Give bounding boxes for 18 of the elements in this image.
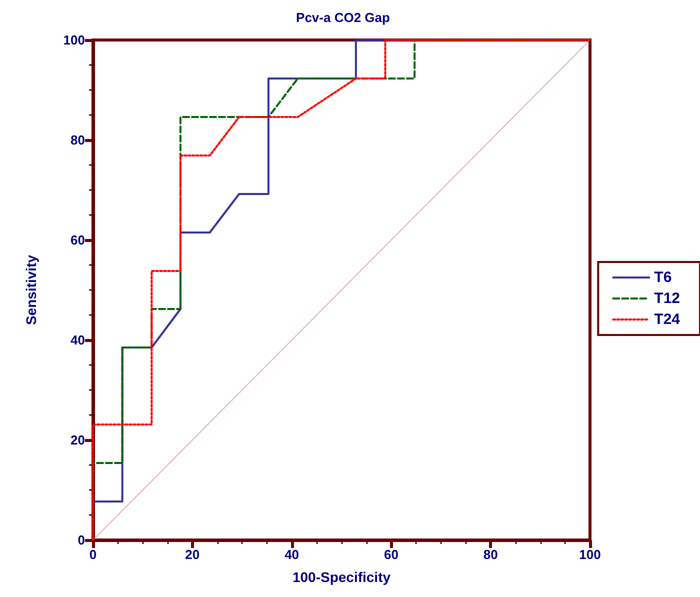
- x-axis-title: 100-Specificity: [292, 569, 391, 585]
- y-tick-label: 0: [78, 532, 85, 548]
- x-tick-label: 60: [384, 547, 398, 562]
- x-tick-label: 40: [284, 547, 300, 562]
- y-tick-label: 60: [70, 232, 85, 248]
- legend-label: T12: [654, 290, 680, 307]
- x-tick-label: 80: [483, 547, 498, 562]
- y-axis-title: Sensitivity: [23, 254, 39, 326]
- y-tick-label: 20: [70, 432, 85, 448]
- y-tick-label: 100: [63, 32, 85, 48]
- x-tick-label: 20: [185, 547, 200, 562]
- x-tick-label: 0: [89, 547, 97, 562]
- x-tick-label: 100: [579, 547, 601, 562]
- y-tick-label: 40: [70, 332, 85, 348]
- legend-label: T6: [654, 269, 672, 286]
- legend-label: T24: [654, 311, 681, 328]
- y-tick-label: 80: [70, 132, 85, 148]
- chart-title: Pcv-a CO2 Gap: [296, 10, 390, 25]
